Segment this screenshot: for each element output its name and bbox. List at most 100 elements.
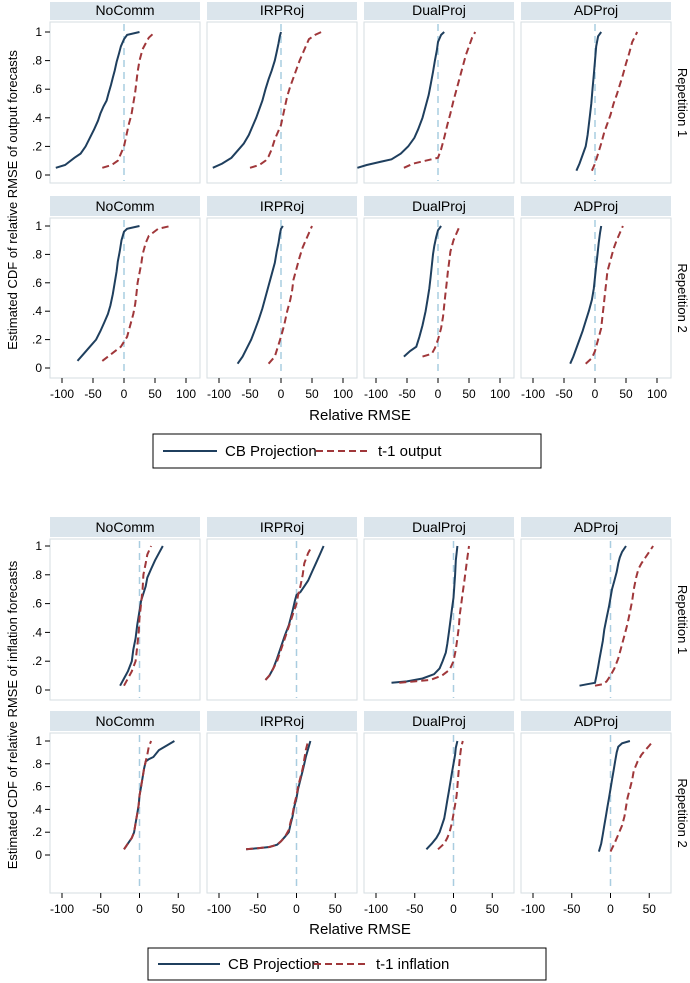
row-label-repetition-2: Repetition 2 [675, 263, 690, 332]
y-tick-label: 1 [35, 539, 42, 553]
y-axis-title: Estimated CDF of relative RMSE of output… [5, 50, 20, 350]
cb-projection-line [212, 31, 282, 169]
cb-projection-line [579, 545, 627, 687]
plot-area [363, 538, 515, 701]
plot-area [520, 217, 672, 379]
panel-title: NoComm [95, 198, 154, 214]
panel-nocomm-repetition-1: NoComm 0 .2 .4 .6 .8 1 [32, 517, 201, 701]
panel-dualproj-repetition-2: DualProj -100 -50 0 50 [363, 711, 515, 916]
x-tick-label: -100 [50, 387, 74, 401]
panel-strip [207, 196, 357, 216]
t1-line [437, 740, 464, 851]
panel-title: DualProj [412, 2, 466, 18]
panel-strip [207, 2, 357, 20]
plot-area [363, 217, 515, 379]
t1-line [246, 740, 310, 851]
x-tick-label: -100 [521, 902, 545, 916]
t1-line [609, 740, 654, 853]
row-label-repetition-1: Repetition 1 [675, 68, 690, 137]
x-tick-label: 0 [278, 387, 285, 401]
panel-dualproj-repetition-1: DualProj [363, 517, 515, 701]
x-tick-label: 100 [647, 387, 667, 401]
y-tick-label: .6 [32, 82, 42, 96]
plot-area [206, 538, 358, 701]
y-tick-label: .4 [32, 111, 42, 125]
x-tick-label: 50 [148, 387, 162, 401]
x-tick-label: 50 [329, 902, 343, 916]
t1-line [399, 545, 470, 684]
x-tick-label: -100 [521, 387, 545, 401]
y-tick-label: .4 [32, 304, 42, 318]
panel-irproj-repetition-2: IRPRoj -100 -50 0 50 [206, 711, 358, 916]
t1-line [249, 31, 322, 169]
x-tick-label: 50 [172, 902, 186, 916]
panel-adproj-repetition-2: ADProj -100 -50 0 50 [520, 711, 672, 916]
panel-title: IRPRoj [260, 519, 304, 535]
plot-area [49, 538, 201, 701]
y-tick-label: .2 [32, 333, 42, 347]
t1-line [264, 545, 313, 681]
panel-title: DualProj [412, 519, 466, 535]
x-tick-label: -100 [50, 902, 74, 916]
cb-projection-line [391, 545, 459, 684]
x-tick-label: 0 [607, 902, 614, 916]
panel-strip [521, 196, 671, 216]
panel-irproj-repetition-1: IRPRoj [206, 517, 358, 701]
panel-irproj-repetition-1: IRPRoj [206, 2, 358, 184]
x-tick-label: -50 [555, 387, 573, 401]
x-tick-label: -50 [84, 387, 102, 401]
plot-area [49, 217, 201, 379]
panel-strip [207, 711, 357, 731]
t1-line [585, 225, 624, 365]
x-tick-label: 0 [435, 387, 442, 401]
panel-title: ADProj [574, 2, 618, 18]
cb-projection-line [264, 545, 325, 681]
panel-strip [50, 196, 200, 216]
x-tick-label: -50 [92, 902, 110, 916]
panel-dualproj-repetition-2: DualProj -100 -50 0 50 100 [363, 196, 515, 401]
x-tick-label: 0 [592, 387, 599, 401]
panel-strip [50, 2, 200, 20]
panel-nocomm-repetition-2: NoComm 0 .2 .4 .6 .8 1 -100 -50 0 50 [32, 711, 201, 916]
t1-line [594, 545, 654, 687]
x-tick-label: 0 [450, 902, 457, 916]
legend: CB Projection t-1 inflation [147, 947, 547, 981]
plot-area [206, 732, 358, 894]
cb-projection-line [597, 740, 631, 852]
chart-inflation: Estimated CDF of relative RMSE of inflat… [5, 517, 690, 981]
y-tick-label: .4 [32, 802, 42, 816]
panel-strip [207, 517, 357, 537]
t1-line [102, 31, 156, 169]
x-tick-label: -50 [241, 387, 259, 401]
legend-t1-label: t-1 inflation [376, 956, 449, 973]
panel-title: IRPRoj [260, 198, 304, 214]
panel-adproj-repetition-1: ADProj [520, 517, 672, 701]
panel-title: ADProj [574, 519, 618, 535]
t1-line [123, 545, 153, 687]
t1-line [403, 31, 477, 169]
y-tick-label: 1 [35, 25, 42, 39]
x-tick-label: 0 [293, 902, 300, 916]
panel-title: NoComm [95, 519, 154, 535]
legend-cb-label: CB Projection [225, 443, 317, 460]
x-tick-label: 0 [136, 902, 143, 916]
legend-box [152, 433, 542, 469]
panel-nocomm-repetition-1: NoComm 0 .2 .4 .6 .8 1 [32, 2, 201, 184]
x-axis-title: Relative RMSE [309, 407, 411, 424]
y-tick-label: .8 [32, 757, 42, 771]
panel-strip [364, 196, 514, 216]
y-tick-label: 0 [35, 361, 42, 375]
panel-strip [521, 711, 671, 731]
panel-strip [364, 517, 514, 537]
y-tick-label: 0 [35, 848, 42, 862]
y-tick-label: .6 [32, 597, 42, 611]
x-tick-label: 50 [305, 387, 319, 401]
chart-output: Estimated CDF of relative RMSE of output… [5, 2, 690, 469]
x-tick-label: -100 [207, 387, 231, 401]
plot-area [363, 732, 515, 894]
cb-projection-line [357, 31, 445, 169]
y-tick-label: 0 [35, 683, 42, 697]
y-tick-label: .8 [32, 247, 42, 261]
row-label-repetition-1: Repetition 1 [675, 585, 690, 654]
